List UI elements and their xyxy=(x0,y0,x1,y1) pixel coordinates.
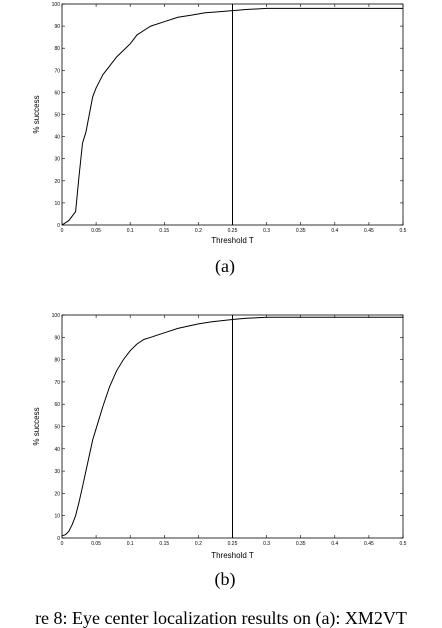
panel-b-x-tick-label: 0 xyxy=(61,541,64,547)
panel-a-x-tick-label: 0.25 xyxy=(228,228,238,234)
panel-a-series-line xyxy=(61,7,403,226)
panel-a-y-tick-label: 50 xyxy=(54,113,60,119)
panel-b-label: (b) xyxy=(215,569,236,590)
panel-b-y-tick-label: 40 xyxy=(54,447,60,453)
panel-a-y-tick-label: 80 xyxy=(54,46,60,52)
panel-b-x-tick-label: 0.15 xyxy=(159,541,169,547)
panel-b-y-tick-label: 50 xyxy=(54,425,60,431)
panel-a-y-tick-label: 20 xyxy=(54,179,60,185)
panel-a-y-tick-label: 70 xyxy=(54,68,60,74)
panel-a-x-tick-label: 0.4 xyxy=(331,228,338,234)
panel-b-x-tick-label: 0.35 xyxy=(296,541,306,547)
panel-b-x-tick-label: 0.2 xyxy=(195,541,202,547)
panel-a-y-tick-label: 60 xyxy=(54,90,60,96)
panel-b-x-tick-label: 0.3 xyxy=(263,541,270,547)
panel-b-y-axis-label: % success xyxy=(32,407,41,445)
figure-caption: re 8: Eye center localization results on… xyxy=(35,608,407,628)
panel-a-y-tick-label: 0 xyxy=(57,223,60,229)
panel-a-y-tick-label: 100 xyxy=(52,2,61,8)
panel-a-x-tick-label: 0.5 xyxy=(400,228,407,234)
panel-a-x-tick-label: 0.05 xyxy=(91,228,101,234)
panel-b-y-tick-label: 100 xyxy=(52,313,61,319)
panel-a-y-tick-label: 40 xyxy=(54,135,60,141)
panel-a-x-tick-label: 0.2 xyxy=(195,228,202,234)
panel-b-x-tick-label: 0.1 xyxy=(127,541,134,547)
panel-a-y-axis-label: % success xyxy=(32,95,41,133)
panel-a-x-tick-label: 0.15 xyxy=(159,228,169,234)
panel-a-x-tick-label: 0.3 xyxy=(263,228,270,234)
panel-b-y-tick-label: 10 xyxy=(54,514,60,520)
panel-b-series-line xyxy=(61,316,403,537)
panel-a-x-axis-label: Threshold T xyxy=(211,236,254,245)
panel-a-x-tick-label: 0 xyxy=(61,228,64,234)
panel-b-x-tick-label: 0.45 xyxy=(364,541,374,547)
panel-b-x-axis-label: Threshold T xyxy=(211,551,254,560)
panel-a-x-tick-label: 0.1 xyxy=(127,228,134,234)
panel-b-y-tick-label: 90 xyxy=(54,335,60,341)
panel-b-y-tick-label: 0 xyxy=(57,536,60,542)
panel-b-y-tick-label: 60 xyxy=(54,402,60,408)
panel-a-y-tick-label: 10 xyxy=(54,201,60,207)
panel-a-y-tick-label: 90 xyxy=(54,24,60,30)
panel-b-x-tick-label: 0.05 xyxy=(91,541,101,547)
panel-b-x-tick-label: 0.5 xyxy=(400,541,407,547)
panel-b-y-tick-label: 30 xyxy=(54,469,60,475)
panel-a-x-tick-label: 0.35 xyxy=(296,228,306,234)
panel-b-x-tick-label: 0.25 xyxy=(228,541,238,547)
panel-a-x-tick-label: 0.45 xyxy=(364,228,374,234)
panel-a-label: (a) xyxy=(215,256,235,277)
panel-b-y-tick-label: 80 xyxy=(54,358,60,364)
panel-b-y-tick-label: 20 xyxy=(54,491,60,497)
panel-b-x-tick-label: 0.4 xyxy=(331,541,338,547)
panel-b-y-tick-label: 70 xyxy=(54,380,60,386)
panel-a-y-tick-label: 30 xyxy=(54,157,60,163)
